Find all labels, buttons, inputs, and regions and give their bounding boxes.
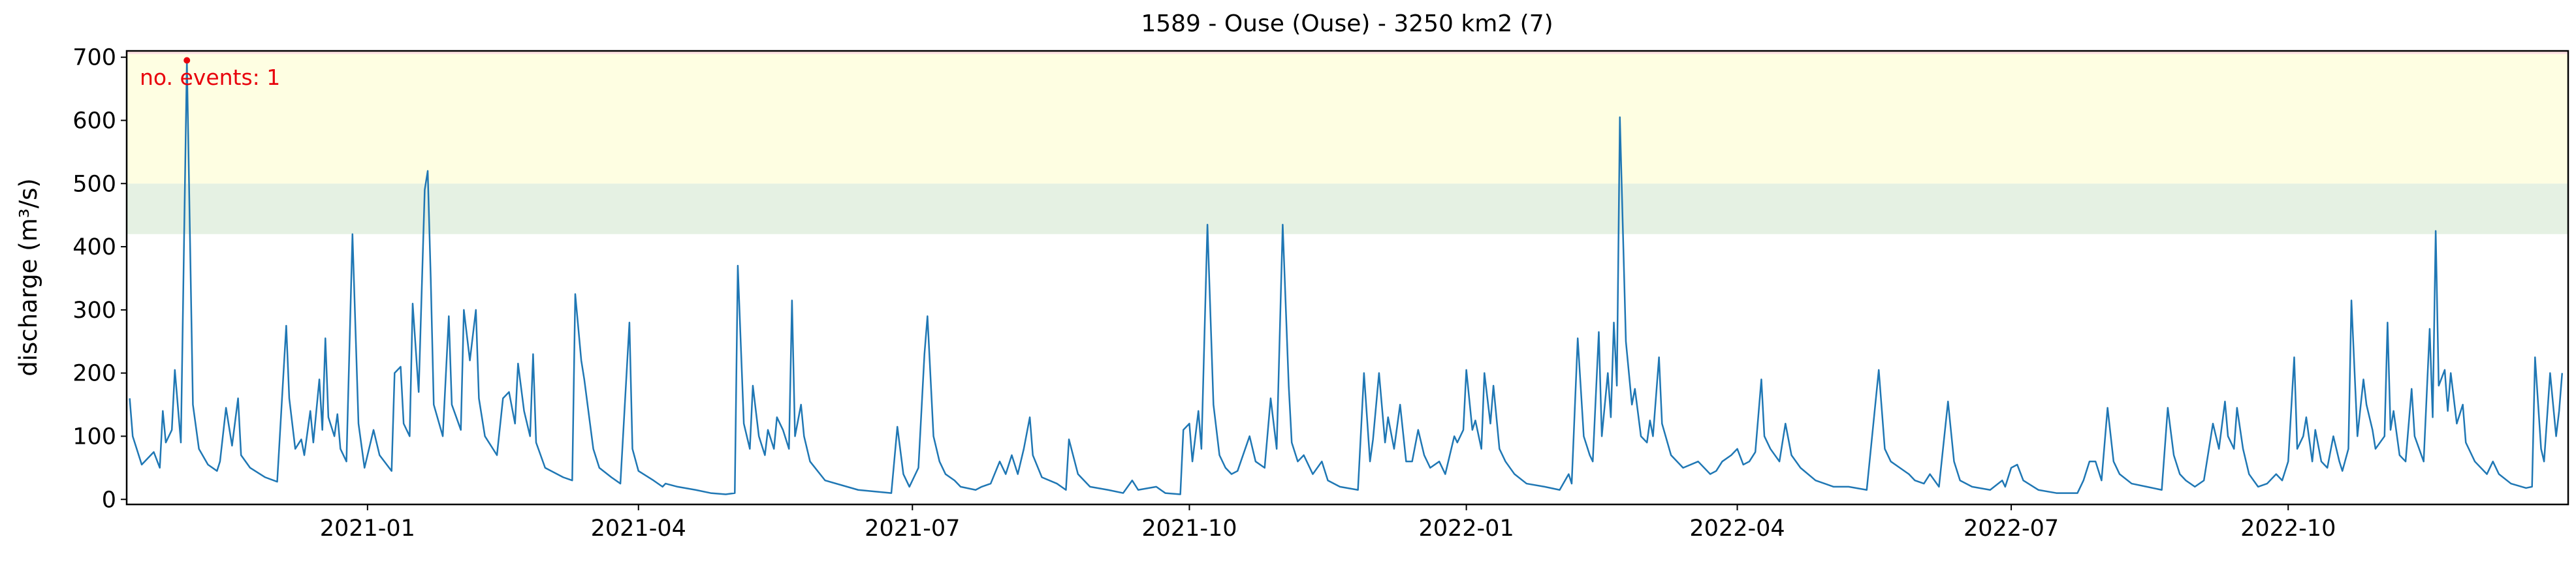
- chart-title: 1589 - Ouse (Ouse) - 3250 km2 (7): [1141, 10, 1553, 37]
- y-tick-label: 400: [72, 234, 116, 260]
- plot: [129, 57, 2564, 495]
- y-axis-label: discharge (m³/s): [14, 178, 42, 377]
- threshold-band: [127, 183, 2568, 234]
- event-marker: [183, 57, 191, 64]
- x-tick-label: 2022-04: [1689, 516, 1785, 542]
- plot-frame: [125, 50, 2569, 506]
- x-tick-label: 2022-10: [2240, 516, 2336, 542]
- y-tick-label: 200: [72, 361, 116, 387]
- threshold-band: [127, 51, 2568, 54]
- threshold-bands: [127, 51, 2568, 234]
- y-tick-label: 600: [72, 108, 116, 134]
- annotation: no. events: 1: [140, 65, 280, 90]
- y-tick-label: 0: [102, 487, 116, 513]
- x-tick-label: 2021-10: [1141, 516, 1237, 542]
- y-tick-label: 100: [72, 424, 116, 450]
- ticks: 0 100 200 300 400 500 600 700 2021-01 2021-04 2021…: [72, 45, 2336, 542]
- x-tick-label: 2021-04: [591, 516, 686, 542]
- y-tick-label: 500: [72, 171, 116, 197]
- x-tick-label: 2021-07: [865, 516, 960, 542]
- threshold-band: [127, 54, 2568, 184]
- x-tick-label: 2021-01: [320, 516, 415, 542]
- discharge-line: [129, 59, 2564, 495]
- x-tick-label: 2022-07: [1964, 516, 2059, 542]
- x-tick-label: 2022-01: [1418, 516, 1514, 542]
- y-tick-label: 300: [72, 298, 116, 324]
- y-tick-label: 700: [72, 45, 116, 71]
